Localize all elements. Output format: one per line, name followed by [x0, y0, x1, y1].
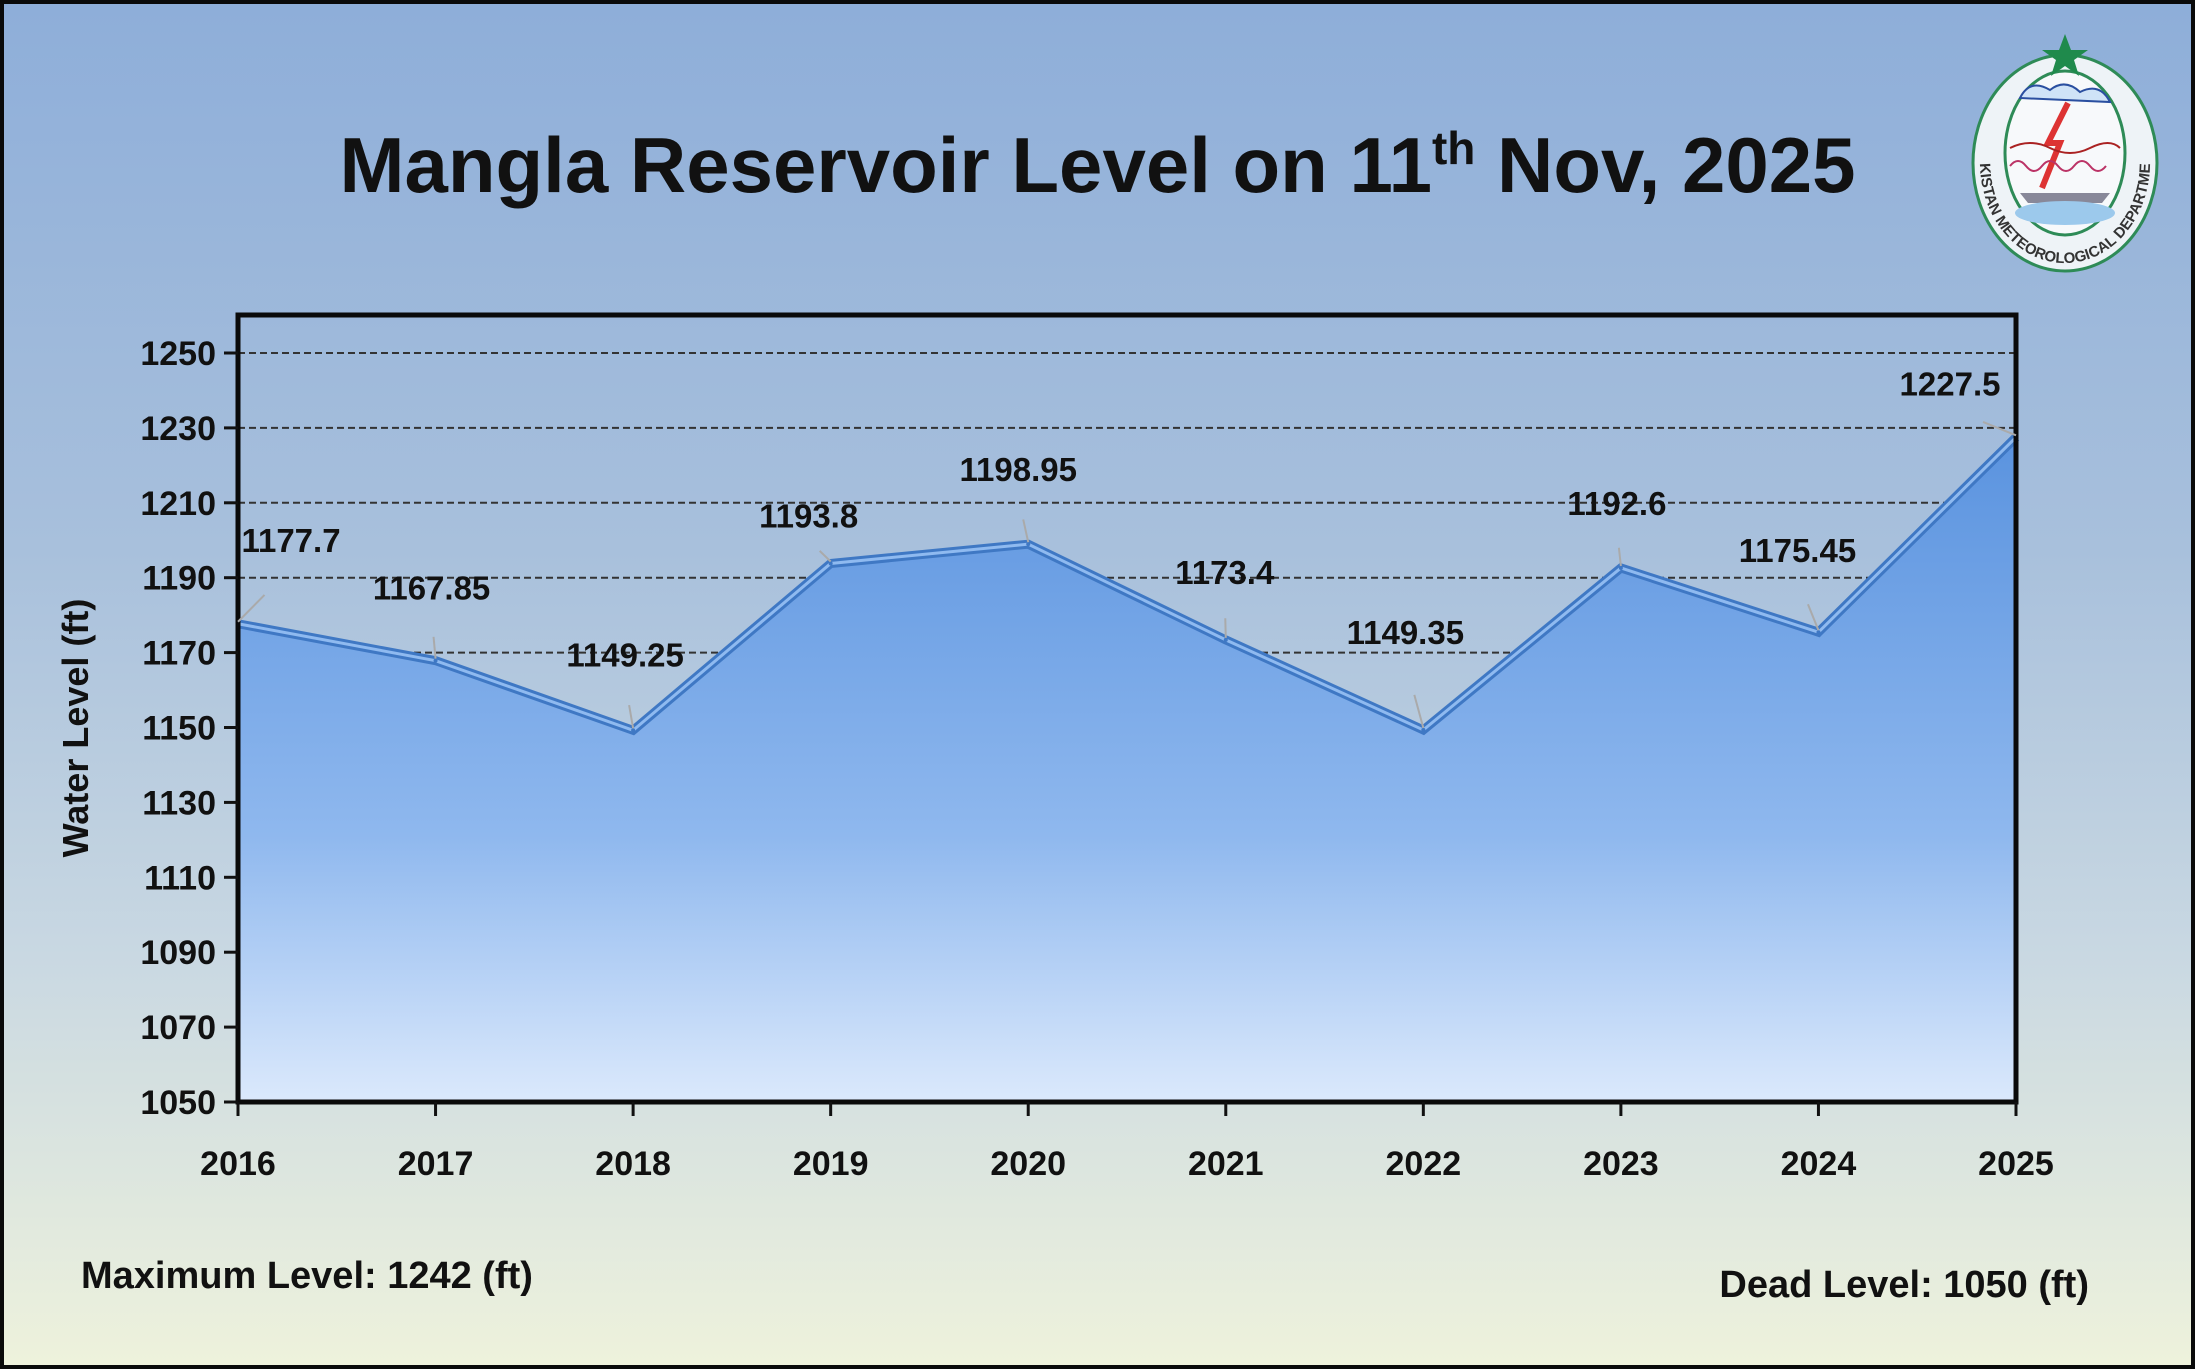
- x-tick-label: 2022: [1386, 1145, 1462, 1183]
- y-tick-label: 1250: [140, 335, 216, 373]
- leader-line: [1413, 694, 1425, 729]
- y-tick-label: 1230: [140, 410, 216, 448]
- data-point: [433, 658, 438, 663]
- data-label: 1177.7: [241, 522, 340, 559]
- data-point: [1618, 565, 1623, 570]
- chart-title: Mangla Reservoir Level on 11th Nov, 2025: [0, 120, 2195, 211]
- data-point: [1816, 630, 1821, 635]
- y-tick-label: 1150: [142, 710, 216, 748]
- data-label: 1149.25: [566, 636, 683, 673]
- y-tick-label: 1070: [140, 1009, 216, 1047]
- y-tick-label: 1090: [140, 934, 216, 972]
- data-label: 1175.45: [1739, 532, 1856, 569]
- data-point: [631, 728, 636, 733]
- data-point: [1026, 542, 1031, 547]
- data-label: 1192.6: [1567, 485, 1666, 522]
- water-level-area: [238, 437, 2016, 1102]
- x-tick-label: 2025: [1978, 1145, 2054, 1183]
- leader-line: [628, 704, 635, 729]
- y-tick-label: 1130: [142, 784, 216, 822]
- y-tick-label: 1170: [142, 635, 216, 673]
- leader-line: [1022, 519, 1030, 543]
- data-label: 1173.4: [1175, 554, 1275, 591]
- x-tick-label: 2021: [1188, 1145, 1264, 1183]
- y-tick-label: 1190: [142, 560, 216, 598]
- plot-border: [235, 312, 2019, 1105]
- data-label: 1193.8: [759, 497, 858, 534]
- y-tick-label: 1210: [140, 485, 216, 523]
- title-main: Mangla Reservoir Level on 11: [339, 121, 1432, 209]
- x-tick-label: 2019: [793, 1145, 869, 1183]
- leader-line: [1807, 603, 1820, 631]
- x-tick-label: 2023: [1583, 1145, 1659, 1183]
- x-tick-label: 2016: [200, 1145, 276, 1183]
- data-label: 1149.35: [1347, 614, 1464, 651]
- x-tick-label: 2018: [595, 1145, 671, 1183]
- pmd-logo-icon: PAKISTAN METEOROLOGICAL DEPARTMENT: [1960, 28, 2159, 273]
- x-tick-label: 2020: [990, 1145, 1066, 1183]
- title-superscript: th: [1431, 122, 1476, 174]
- dead-level-note: Dead Level: 1050 (ft): [1719, 1264, 2089, 1306]
- leader-line: [818, 550, 832, 563]
- leader-line: [1617, 547, 1622, 567]
- y-tick-label: 1110: [144, 859, 216, 897]
- data-label: 1198.95: [959, 451, 1076, 488]
- max-level-note: Maximum Level: 1242 (ft): [81, 1255, 533, 1297]
- leader-line: [1224, 618, 1227, 638]
- leader-line: [432, 636, 437, 659]
- data-label: 1167.85: [373, 570, 490, 607]
- title-rest: Nov, 2025: [1475, 121, 1856, 209]
- data-point: [1421, 727, 1426, 732]
- leader-line: [1982, 421, 2017, 437]
- water-level-line: [237, 436, 2018, 733]
- y-tick-label: 1050: [140, 1084, 216, 1122]
- data-label: 1227.5: [1900, 365, 2001, 402]
- data-point: [1223, 637, 1228, 642]
- data-point: [828, 561, 833, 566]
- leader-line: [237, 594, 266, 623]
- x-tick-label: 2024: [1781, 1145, 1857, 1183]
- x-tick-label: 2017: [398, 1145, 474, 1183]
- y-axis-title: Water Level (ft): [55, 599, 96, 858]
